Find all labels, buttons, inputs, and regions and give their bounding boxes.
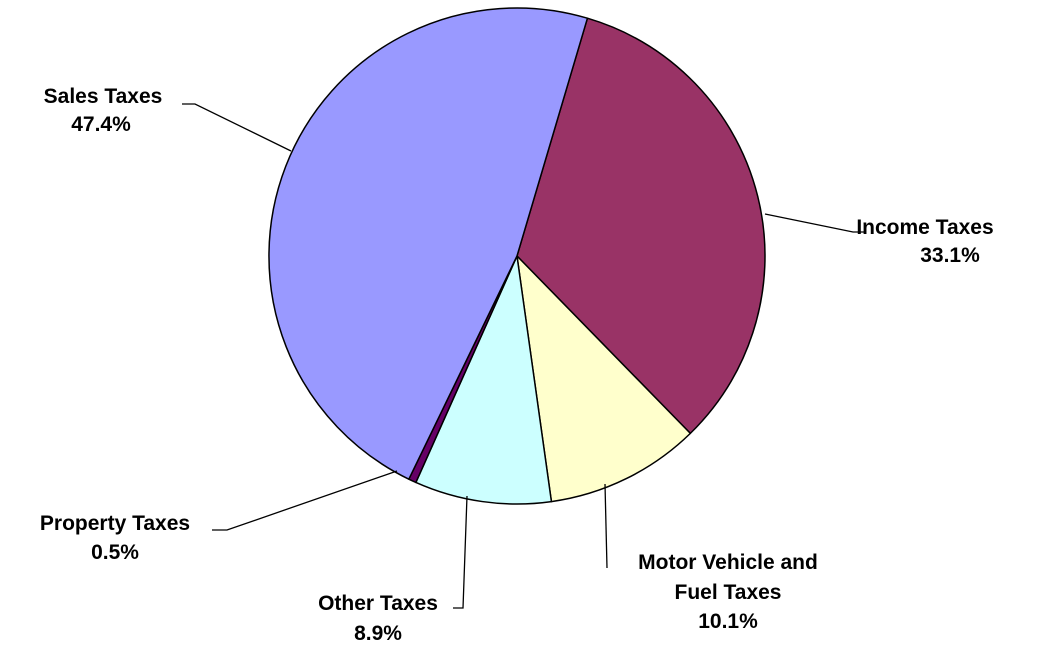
pie-slice-other-taxes — [415, 255, 553, 505]
data-label-value-sales-taxes: 47.4% — [71, 113, 131, 136]
leader-lines — [182, 103, 865, 609]
data-label-name-sales-taxes: Sales Taxes — [44, 85, 163, 108]
leader-line-income-taxes — [764, 213, 865, 233]
leader-line-property-taxes — [212, 470, 398, 531]
data-label-name-property-taxes: Property Taxes — [40, 512, 190, 535]
data-label-value-other-taxes: 8.9% — [354, 622, 402, 645]
data-label-value-property-taxes: 0.5% — [91, 541, 139, 564]
data-label-name-income-taxes: Income Taxes — [856, 216, 993, 239]
leader-line-motor-vehicle-and-fuel-taxes — [604, 483, 608, 569]
pie-slices — [268, 7, 766, 505]
pie-slice-income-taxes — [516, 17, 766, 435]
pie-slice-sales-taxes — [268, 7, 589, 480]
data-label-value-income-taxes: 33.1% — [920, 244, 980, 267]
data-label-name-motor-vehicle-and-fuel-taxes: Fuel Taxes — [675, 581, 782, 604]
slice-labels: Income Taxes 33.1% Motor Vehicle and Fuel T… — [40, 85, 994, 645]
pie-slice-motor-vehicle-and-fuel-taxes — [516, 255, 692, 503]
data-label-name-motor-vehicle-and-fuel-taxes: Motor Vehicle and — [638, 551, 818, 574]
data-label-name-other-taxes: Other Taxes — [318, 592, 438, 615]
data-label-value-motor-vehicle-and-fuel-taxes: 10.1% — [698, 610, 758, 633]
leader-line-sales-taxes — [182, 103, 292, 152]
leader-line-other-taxes — [453, 495, 468, 609]
